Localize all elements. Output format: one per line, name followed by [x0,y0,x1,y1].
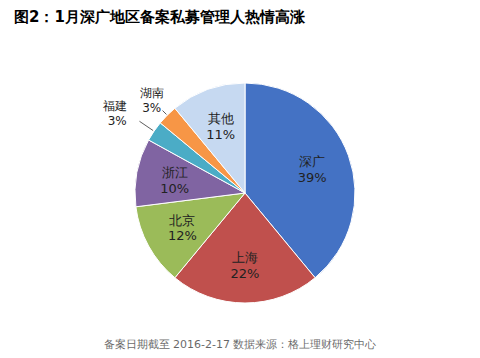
html-text:备案日期截至 2016-2-17 数据来源：格上理财研究中心: 备案日期截至 2016-2-17 数据来源：格上理财研究中心 [103,338,377,351]
svg-text:深广39%: 深广39% [298,154,327,185]
svg-text:湖南3%: 湖南3% [140,86,164,114]
html-text:图2：1月深广地区备案私募管理人热情高涨: 图2：1月深广地区备案私募管理人热情高涨 [14,8,305,26]
svg-text:浙江10%: 浙江10% [160,165,189,196]
svg-text:其他11%: 其他11% [206,111,235,142]
svg-text:北京12%: 北京12% [168,213,197,244]
svg-text:上海22%: 上海22% [231,250,260,281]
svg-text:福建3%: 福建3% [103,99,127,127]
